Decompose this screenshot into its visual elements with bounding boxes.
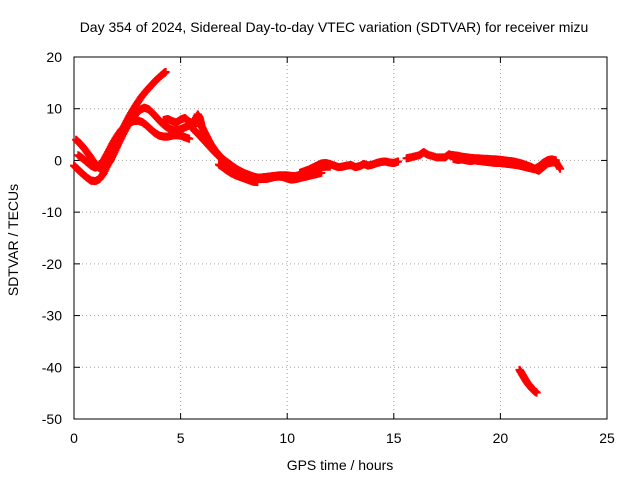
x-tick-label: 0: [70, 430, 78, 446]
y-tick-label: 10: [46, 101, 62, 117]
x-tick-label: 20: [493, 430, 509, 446]
x-axis-label: GPS time / hours: [287, 457, 394, 473]
data-point: [556, 164, 565, 173]
data-point: [317, 168, 326, 177]
y-tick-label: 0: [54, 152, 62, 168]
x-tick-label: 25: [599, 430, 615, 446]
x-tick-labels: 0 5 10 15 20 25: [70, 430, 615, 446]
y-tick-label: -20: [42, 256, 62, 272]
data-point: [253, 178, 262, 187]
x-tick-label: 10: [279, 430, 295, 446]
y-axis-label: SDTVAR / TECUs: [5, 184, 21, 296]
y-tick-label: 20: [46, 49, 62, 65]
x-tick-label: 15: [386, 430, 402, 446]
y-tick-label: -30: [42, 308, 62, 324]
y-tick-label: -10: [42, 204, 62, 220]
data-points: [70, 67, 565, 397]
x-tick-label: 5: [177, 430, 185, 446]
grid-lines: [74, 57, 607, 419]
data-point: [161, 67, 170, 76]
data-point: [185, 134, 194, 143]
y-tick-labels: -50 -40 -30 -20 -10 0 10 20: [42, 49, 62, 427]
chart-title: Day 354 of 2024, Sidereal Day-to-day VTE…: [80, 19, 589, 35]
axis-ticks: [73, 56, 608, 420]
y-tick-label: -40: [42, 359, 62, 375]
plot-frame: [73, 56, 608, 420]
data-point: [394, 157, 403, 166]
y-tick-label: -50: [42, 411, 62, 427]
data-point: [532, 388, 541, 397]
data-point: [551, 156, 560, 165]
